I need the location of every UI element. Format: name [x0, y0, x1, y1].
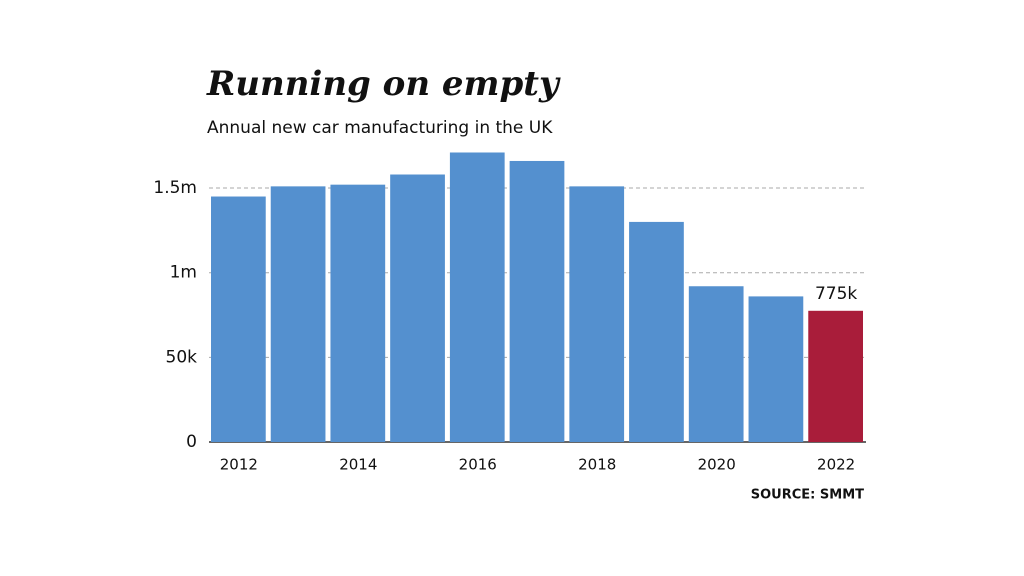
bar	[270, 186, 326, 442]
x-tick-label: 2020	[698, 456, 736, 474]
x-tick-label: 2014	[339, 456, 377, 474]
y-tick-label: 1.5m	[153, 178, 197, 198]
value-label: 775k	[815, 284, 857, 304]
y-tick-label: 50k	[166, 347, 198, 367]
chart-title: Running on empty	[206, 64, 561, 104]
source: SOURCE: SMMT	[751, 488, 864, 503]
y-tick-label: 0	[186, 432, 197, 452]
bar	[211, 196, 266, 442]
bar	[330, 184, 386, 442]
x-tick-label: 2016	[459, 456, 497, 474]
bar	[748, 296, 804, 442]
bar	[688, 286, 744, 442]
bar	[808, 310, 863, 442]
y-tick-label: 1m	[170, 263, 197, 283]
x-tick-label: 2018	[578, 456, 616, 474]
bar	[390, 174, 445, 443]
chart-subtitle: Annual new car manufacturing in the UK	[207, 118, 553, 138]
bar	[569, 186, 625, 442]
bar	[629, 221, 684, 442]
bar	[509, 160, 565, 442]
x-tick-label: 2012	[220, 456, 258, 474]
bar	[449, 152, 505, 442]
x-tick-label: 2022	[817, 456, 855, 474]
